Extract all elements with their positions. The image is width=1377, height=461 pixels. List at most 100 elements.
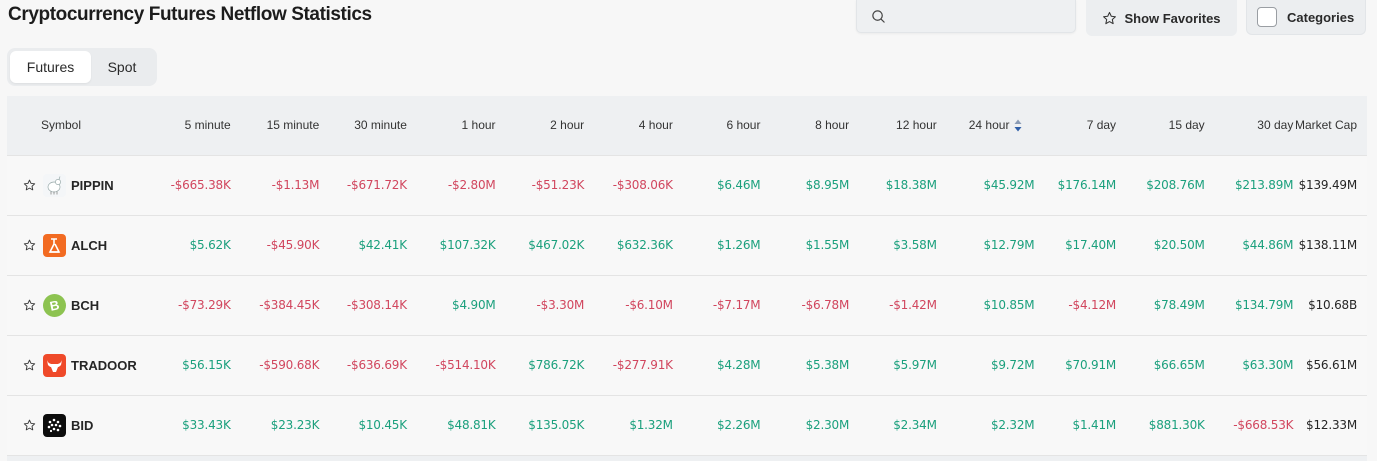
netflow-table: Symbol 5 minute 15 minute 30 minute 1 ho… — [7, 96, 1367, 461]
netflow-2h-cell: $467.02K — [528, 238, 585, 252]
netflow-15m-cell: -$590.68K — [259, 358, 320, 372]
netflow-30m-cell: -$671.72K — [346, 178, 407, 192]
netflow-12h-cell: $5.97M — [893, 358, 937, 372]
netflow-4h-cell: -$277.91K — [612, 358, 673, 372]
netflow-12h-cell: $2.34M — [893, 418, 937, 432]
table-row[interactable]: B BCH -$73.29K -$384.45K -$308.14K $4.90M -$3.… — [7, 275, 1367, 335]
column-header-6h[interactable]: 6 hour — [726, 118, 761, 133]
netflow-1h-cell: $107.32K — [439, 238, 496, 252]
favorite-star-icon[interactable] — [23, 179, 36, 192]
favorite-star-icon[interactable] — [23, 359, 36, 372]
column-header-15m[interactable]: 15 minute — [266, 118, 320, 133]
netflow-5m-cell: $5.62K — [189, 238, 231, 252]
tab-futures[interactable]: Futures — [10, 51, 91, 83]
netflow-12h-cell: -$1.42M — [889, 298, 937, 312]
netflow-24h-cell: $9.72M — [990, 358, 1035, 372]
sort-descending-icon[interactable] — [1014, 119, 1022, 132]
netflow-1h-cell: $4.90M — [452, 298, 496, 312]
netflow-30d-cell: -$668.53K — [1233, 418, 1294, 432]
netflow-24h-cell: $10.85M — [983, 298, 1035, 312]
netflow-12h-cell: $18.38M — [885, 178, 937, 192]
symbol-cell: TRADOOR — [7, 335, 151, 395]
netflow-8h-cell: $8.95M — [805, 178, 850, 192]
netflow-8h-cell: $5.38M — [805, 358, 850, 372]
netflow-30d-cell: $44.86M — [1242, 238, 1294, 252]
netflow-4h-cell: $632.36K — [616, 238, 673, 252]
market-cap-cell: $12.33M — [1306, 418, 1357, 432]
column-header-24h-label: 24 hour — [968, 118, 1010, 133]
show-favorites-label: Show Favorites — [1124, 10, 1221, 26]
netflow-5m-cell: -$73.29K — [178, 298, 231, 312]
netflow-30m-cell: -$636.69K — [346, 358, 407, 372]
column-header-8h[interactable]: 8 hour — [815, 118, 850, 133]
pippin-unicorn-icon — [43, 173, 66, 197]
netflow-30m-cell: $10.45K — [358, 418, 407, 432]
column-header-symbol[interactable]: Symbol — [41, 118, 82, 133]
column-header-4h[interactable]: 4 hour — [638, 118, 673, 133]
table-row[interactable]: BID $33.43K $23.23K $10.45K $48.81K $135.05K $… — [7, 395, 1367, 455]
star-icon — [1103, 11, 1117, 24]
netflow-1h-cell: -$2.80M — [447, 178, 496, 192]
netflow-24h-cell: $45.92M — [983, 178, 1035, 192]
netflow-8h-cell: -$6.78M — [801, 298, 850, 312]
netflow-24h-cell: $12.79M — [983, 238, 1035, 252]
coin-symbol[interactable]: BID — [71, 417, 94, 433]
netflow-6h-cell: $1.26M — [716, 238, 761, 252]
table-header-row: Symbol 5 minute 15 minute 30 minute 1 ho… — [7, 96, 1367, 155]
table-footer — [7, 455, 1367, 461]
column-header-5m[interactable]: 5 minute — [184, 118, 231, 133]
market-cap-cell: $139.49M — [1298, 178, 1358, 192]
netflow-15m-cell: -$45.90K — [266, 238, 320, 252]
page-title: Cryptocurrency Futures Netflow Statistic… — [8, 4, 372, 25]
netflow-5m-cell: $33.43K — [182, 418, 231, 432]
netflow-5m-cell: $56.15K — [182, 358, 231, 372]
alch-orange-icon — [43, 233, 66, 257]
column-header-2h[interactable]: 2 hour — [550, 118, 585, 133]
favorite-star-icon[interactable] — [23, 239, 36, 252]
search-input[interactable] — [886, 0, 1075, 32]
netflow-8h-cell: $1.55M — [805, 238, 850, 252]
column-header-30d[interactable]: 30 day — [1257, 118, 1294, 133]
categories-toggle[interactable]: Categories — [1246, 0, 1366, 35]
column-header-1h[interactable]: 1 hour — [461, 118, 496, 133]
netflow-30d-cell: $63.30M — [1242, 358, 1294, 372]
netflow-15m-cell: -$384.45K — [259, 298, 320, 312]
netflow-15d-cell: $78.49M — [1153, 298, 1205, 312]
column-header-30m[interactable]: 30 minute — [354, 118, 407, 133]
coin-symbol[interactable]: PIPPIN — [71, 177, 114, 193]
favorite-star-icon[interactable] — [23, 299, 36, 312]
netflow-15d-cell: $66.65M — [1153, 358, 1205, 372]
market-type-tabs: Futures Spot — [7, 48, 157, 86]
netflow-30m-cell: -$308.14K — [346, 298, 407, 312]
column-header-market-cap[interactable]: Market Cap — [1294, 118, 1357, 133]
netflow-15m-cell: -$1.13M — [271, 178, 320, 192]
table-row[interactable]: PIPPIN -$665.38K -$1.13M -$671.72K -$2.80M -$… — [7, 155, 1367, 215]
column-header-12h[interactable]: 12 hour — [896, 118, 937, 133]
netflow-7d-cell: $1.41M — [1072, 418, 1117, 432]
show-favorites-button[interactable]: Show Favorites — [1086, 0, 1237, 36]
netflow-6h-cell: $4.28M — [716, 358, 761, 372]
netflow-6h-cell: $6.46M — [716, 178, 761, 192]
categories-checkbox[interactable] — [1257, 7, 1277, 27]
netflow-12h-cell: $3.58M — [893, 238, 937, 252]
tradoor-bull-icon — [43, 353, 66, 377]
table-row[interactable]: TRADOOR $56.15K -$590.68K -$636.69K -$514.10… — [7, 335, 1367, 395]
market-cap-cell: $138.11M — [1298, 238, 1358, 252]
column-header-24h[interactable]: 24 hour — [937, 96, 1035, 155]
svg-text:B: B — [48, 297, 60, 314]
netflow-6h-cell: -$7.17M — [712, 298, 761, 312]
netflow-1h-cell: -$514.10K — [435, 358, 496, 372]
tab-spot[interactable]: Spot — [107, 59, 137, 75]
coin-symbol[interactable]: ALCH — [71, 237, 108, 253]
favorite-star-icon[interactable] — [23, 419, 36, 432]
coin-symbol[interactable]: TRADOOR — [71, 357, 137, 373]
column-header-15d[interactable]: 15 day — [1168, 118, 1205, 133]
coin-symbol[interactable]: BCH — [71, 297, 100, 313]
netflow-4h-cell: -$308.06K — [612, 178, 673, 192]
netflow-4h-cell: -$6.10M — [625, 298, 673, 312]
search-box[interactable] — [856, 0, 1076, 33]
market-cap-cell: $10.68B — [1308, 298, 1357, 312]
table-row[interactable]: ALCH $5.62K -$45.90K $42.41K $107.32K $467.02… — [7, 215, 1367, 275]
netflow-2h-cell: -$3.30M — [536, 298, 585, 312]
column-header-7d[interactable]: 7 day — [1086, 118, 1117, 133]
